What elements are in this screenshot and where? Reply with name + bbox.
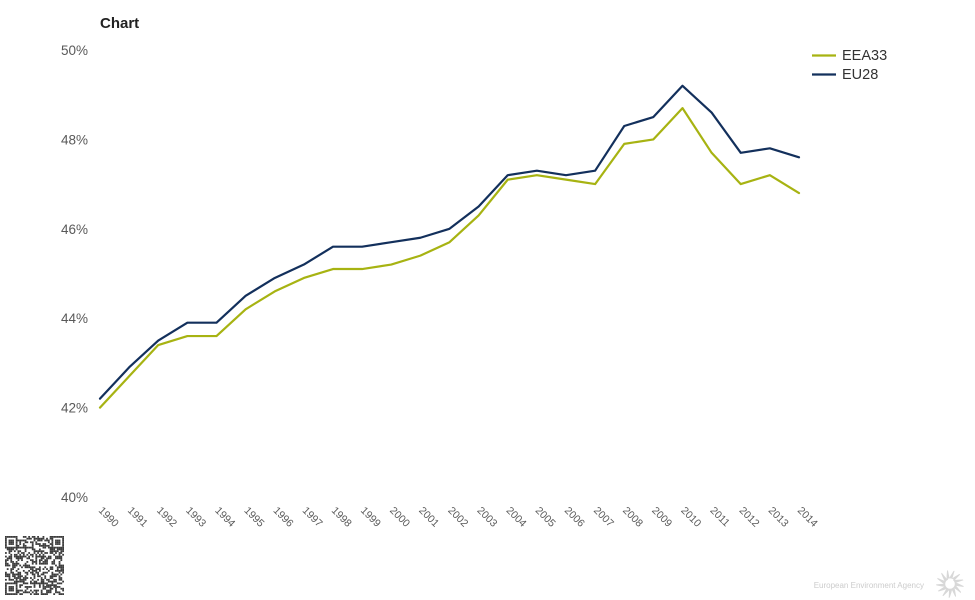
svg-text:2013: 2013 [766, 505, 791, 530]
svg-text:2001: 2001 [416, 505, 441, 530]
svg-text:2006: 2006 [562, 505, 587, 530]
svg-text:2009: 2009 [649, 505, 674, 530]
svg-text:2005: 2005 [533, 505, 558, 530]
svg-text:EEA33: EEA33 [842, 48, 887, 64]
svg-text:European Environment Agency: European Environment Agency [814, 581, 924, 590]
svg-text:42%: 42% [61, 401, 88, 416]
svg-text:2003: 2003 [475, 505, 500, 530]
svg-text:1994: 1994 [212, 505, 237, 530]
svg-text:50%: 50% [61, 43, 88, 58]
svg-text:EU28: EU28 [842, 67, 878, 83]
svg-text:40%: 40% [61, 490, 88, 505]
svg-text:1997: 1997 [300, 505, 325, 530]
svg-text:44%: 44% [61, 311, 88, 326]
svg-text:1996: 1996 [271, 505, 296, 530]
svg-text:1998: 1998 [329, 505, 354, 530]
svg-text:2010: 2010 [678, 505, 703, 530]
svg-text:2014: 2014 [795, 505, 820, 530]
svg-text:46%: 46% [61, 222, 88, 237]
svg-text:1990: 1990 [96, 505, 121, 530]
svg-text:2002: 2002 [445, 505, 470, 530]
svg-text:2007: 2007 [591, 505, 616, 530]
svg-text:2004: 2004 [504, 505, 529, 530]
svg-text:1999: 1999 [358, 505, 383, 530]
svg-text:1992: 1992 [154, 505, 179, 530]
svg-text:1993: 1993 [183, 505, 208, 530]
svg-text:48%: 48% [61, 132, 88, 147]
svg-text:1995: 1995 [242, 505, 267, 530]
svg-text:2012: 2012 [737, 505, 762, 530]
svg-text:2011: 2011 [708, 505, 733, 530]
svg-text:2008: 2008 [620, 505, 645, 530]
svg-text:2000: 2000 [387, 505, 412, 530]
svg-text:1991: 1991 [125, 505, 150, 530]
